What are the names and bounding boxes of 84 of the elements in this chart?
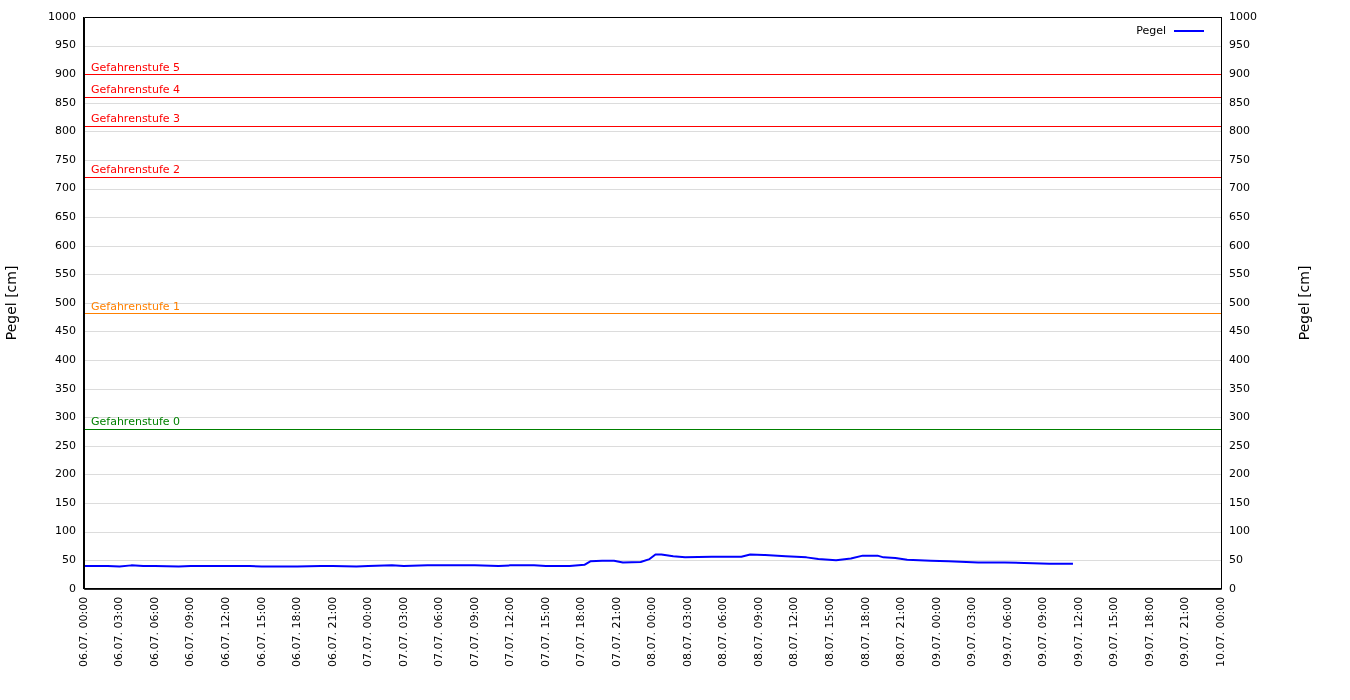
y-tick-label: 850: [54, 95, 76, 109]
x-tick-label: 07.07. 09:00: [467, 596, 481, 667]
y-tick-label: 200: [54, 467, 76, 481]
x-tick-label: 07.07. 18:00: [574, 596, 588, 667]
x-tick-label: 06.07. 00:00: [76, 596, 90, 667]
x-tick-label: 06.07. 21:00: [325, 596, 339, 667]
x-tick-label: 09.07. 12:00: [1071, 596, 1085, 667]
y-tick-label: 500: [54, 295, 76, 309]
x-tick-label: 06.07. 15:00: [254, 596, 268, 667]
x-tick-label: 08.07. 09:00: [751, 596, 765, 667]
y-tick-label: 950: [54, 38, 76, 52]
x-tick-label: 07.07. 15:00: [538, 596, 552, 667]
legend-label: Pegel: [1136, 23, 1167, 37]
y2-tick-label: 550: [1229, 267, 1251, 281]
x-tick-label: 06.07. 03:00: [112, 596, 126, 667]
y2-tick-label: 200: [1229, 467, 1251, 481]
y-tick-label: 300: [54, 410, 76, 424]
x-tick-label: 06.07. 06:00: [147, 596, 161, 667]
y2-tick-label: 100: [1229, 524, 1251, 538]
y2-tick-label: 0: [1229, 581, 1237, 595]
y-tick-label: 400: [54, 352, 76, 366]
x-tick-label: 08.07. 06:00: [716, 596, 730, 667]
y2-tick-label: 750: [1229, 152, 1251, 166]
x-tick-label: 09.07. 18:00: [1142, 596, 1156, 667]
y2-tick-label: 350: [1229, 381, 1251, 395]
y-tick-label: 150: [54, 495, 76, 509]
ref-line-label: Gefahrenstufe 2: [90, 163, 181, 177]
y-tick-label: 800: [54, 124, 76, 138]
x-tick-label: 07.07. 21:00: [609, 596, 623, 667]
y2-tick-label: 150: [1229, 495, 1251, 509]
ref-line-label: Gefahrenstufe 1: [90, 299, 181, 313]
y-tick-label: 600: [54, 238, 76, 252]
y-tick-label: 50: [61, 553, 76, 567]
y2-tick-label: 400: [1229, 352, 1251, 366]
x-tick-label: 07.07. 06:00: [432, 596, 446, 667]
x-tick-label: 08.07. 03:00: [680, 596, 694, 667]
y-tick-label: 750: [54, 152, 76, 166]
ref-line-label: Gefahrenstufe 5: [90, 60, 181, 74]
x-tick-label: 08.07. 12:00: [787, 596, 801, 667]
y2-tick-label: 850: [1229, 95, 1251, 109]
y-axis-title: Pegel [cm]: [2, 265, 19, 341]
y2-tick-label: 250: [1229, 438, 1251, 452]
y-tick-label: 100: [54, 524, 76, 538]
y2-tick-label: 450: [1229, 324, 1251, 338]
y-tick-label: 550: [54, 267, 76, 281]
x-tick-label: 09.07. 21:00: [1178, 596, 1192, 667]
y-tick-label: 250: [54, 438, 76, 452]
ref-line-label: Gefahrenstufe 0: [90, 415, 181, 429]
y2-axis-title: Pegel [cm]: [1295, 265, 1312, 341]
y2-tick-label: 500: [1229, 295, 1251, 309]
y-tick-label: 650: [54, 209, 76, 223]
y2-tick-label: 50: [1229, 553, 1244, 567]
y2-tick-label: 1000: [1229, 9, 1258, 23]
ref-line-label: Gefahrenstufe 3: [90, 112, 181, 125]
x-tick-label: 07.07. 12:00: [503, 596, 517, 667]
x-tick-label: 09.07. 09:00: [1036, 596, 1050, 667]
x-tick-label: 07.07. 00:00: [361, 596, 375, 667]
x-tick-label: 08.07. 18:00: [858, 596, 872, 667]
y-tick-label: 0: [68, 581, 76, 595]
x-tick-label: 10.07. 00:00: [1213, 596, 1227, 667]
x-tick-label: 07.07. 03:00: [396, 596, 410, 667]
y-tick-label: 350: [54, 381, 76, 395]
x-tick-label: 08.07. 15:00: [823, 596, 837, 667]
x-tick-label: 08.07. 21:00: [894, 596, 908, 667]
y-tick-label: 450: [54, 324, 76, 338]
x-tick-label: 08.07. 00:00: [645, 596, 659, 667]
y2-tick-label: 900: [1229, 67, 1251, 81]
y-tick-label: 900: [54, 67, 76, 81]
x-tick-label: 06.07. 18:00: [290, 596, 304, 667]
y2-tick-label: 600: [1229, 238, 1251, 252]
y2-tick-label: 650: [1229, 209, 1251, 223]
x-tick-label: 09.07. 15:00: [1107, 596, 1121, 667]
y2-tick-label: 700: [1229, 181, 1251, 195]
x-tick-label: 09.07. 00:00: [929, 596, 943, 667]
y-tick-label: 700: [54, 181, 76, 195]
x-tick-label: 06.07. 12:00: [218, 596, 232, 667]
y2-tick-label: 950: [1229, 38, 1251, 52]
y2-tick-label: 300: [1229, 410, 1251, 424]
ref-line-label: Gefahrenstufe 4: [90, 83, 181, 97]
y-tick-label: 1000: [47, 9, 76, 23]
x-tick-label: 06.07. 09:00: [183, 596, 197, 667]
x-tick-label: 09.07. 03:00: [965, 596, 979, 667]
y2-tick-label: 800: [1229, 124, 1251, 138]
x-tick-label: 09.07. 06:00: [1000, 596, 1014, 667]
